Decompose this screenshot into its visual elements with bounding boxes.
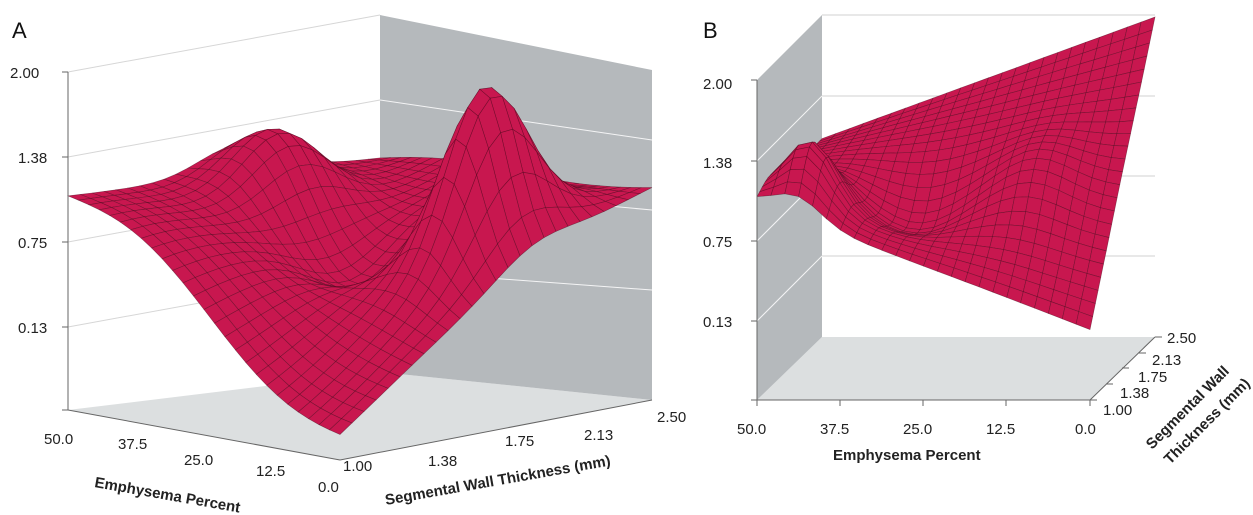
panel-a-gridline [67,14,381,73]
panel-a-z-tick-label: 2.00 [10,65,39,82]
panel-b-y-tick-label: 1.38 [1120,385,1149,402]
panel-a-x-tick-label: 50.0 [44,431,73,448]
panel-b-wall-gridline [756,255,823,322]
panel-b-z-tick-label: 1.38 [703,155,732,172]
surface-facet [1113,133,1131,147]
panel-b-z-tick-label: 0.75 [703,234,732,251]
panel-b-floor [757,337,1155,400]
panel-a-x-axis [67,409,341,461]
panel-a-surface [66,87,653,435]
panel-a: A 2.00 1.3 [10,14,686,515]
panel-a-x-tick-label: 0.0 [318,479,339,496]
panel-a-floor [68,372,652,460]
panel-b-y-tick-label: 2.50 [1167,330,1196,347]
panel-a-x-tick-label: 25.0 [184,452,213,469]
panel-a-y-axis-title: Segmental Wall Thickness (mm) [384,452,612,508]
panel-a-y-tick-label: 1.75 [505,433,534,450]
panel-a-x-tick-label: 37.5 [118,436,147,453]
panel-a-z-ticks: 2.00 1.38 0.75 0.13 [10,65,68,411]
panel-b-x-tick-label: 37.5 [820,421,849,438]
panel-b-surface [756,16,1156,331]
panel-b-x-tick-label: 50.0 [737,421,766,438]
panel-b-x-axis-title: Emphysema Percent [833,447,981,464]
panel-b-x-tick-label: 25.0 [903,421,932,438]
panel-a-z-tick-label: 1.38 [18,150,47,167]
panel-a-z-tick-label: 0.13 [18,320,47,337]
panel-a-z-tick-label: 0.75 [18,235,47,252]
panel-b-x-tick-label: 0.0 [1075,421,1096,438]
surface-facet [1121,94,1140,110]
surface-facet [1108,157,1126,173]
panel-a-x-axis-title: Emphysema Percent [93,474,241,515]
panel-b-y-ticks: 1.00 1.38 1.75 2.13 2.50 [1090,330,1196,419]
panel-b-y-tick-label: 1.00 [1103,402,1132,419]
panel-b-y-tick-label: 2.13 [1152,352,1181,369]
panel-b-z-tick-label: 2.00 [703,76,732,93]
panel-a-y-tick-label: 1.00 [343,458,372,475]
panel-a-x-tick-label: 12.5 [256,463,285,480]
surface-facet [1075,311,1094,331]
panel-a-x-ticks: 50.0 37.5 25.0 12.5 0.0 [44,431,339,496]
panel-a-gridline [67,99,381,158]
panel-a-y-tick-label: 2.50 [657,409,686,426]
panel-b-left-wall [757,15,822,400]
panel-b-wall-gridline [756,95,823,162]
panel-a-y-tick-label: 1.38 [428,453,457,470]
panel-b-z-tick-label: 0.13 [703,314,732,331]
panel-b-x-ticks: 50.0 37.5 25.0 12.5 0.0 [737,400,1096,438]
panel-b-z-ticks: 2.00 1.38 0.75 0.13 [703,76,757,401]
panel-a-y-axis [339,399,653,461]
panel-b-letter: B [703,18,718,43]
surface-facet [1110,145,1129,160]
panel-a-y-tick-label: 2.13 [584,427,613,444]
panel-b-y-tick-label: 1.75 [1138,369,1167,386]
panel-b: B 2.00 1.38 0.75 0 [703,14,1253,468]
panel-a-letter: A [12,18,27,43]
surface-facet [1116,120,1134,135]
surface-facet [1119,107,1137,123]
surface-facet [328,418,353,435]
panel-a-y-ticks: 1.00 1.38 1.75 2.13 2.50 [343,409,686,475]
panel-b-x-tick-label: 12.5 [986,421,1015,438]
